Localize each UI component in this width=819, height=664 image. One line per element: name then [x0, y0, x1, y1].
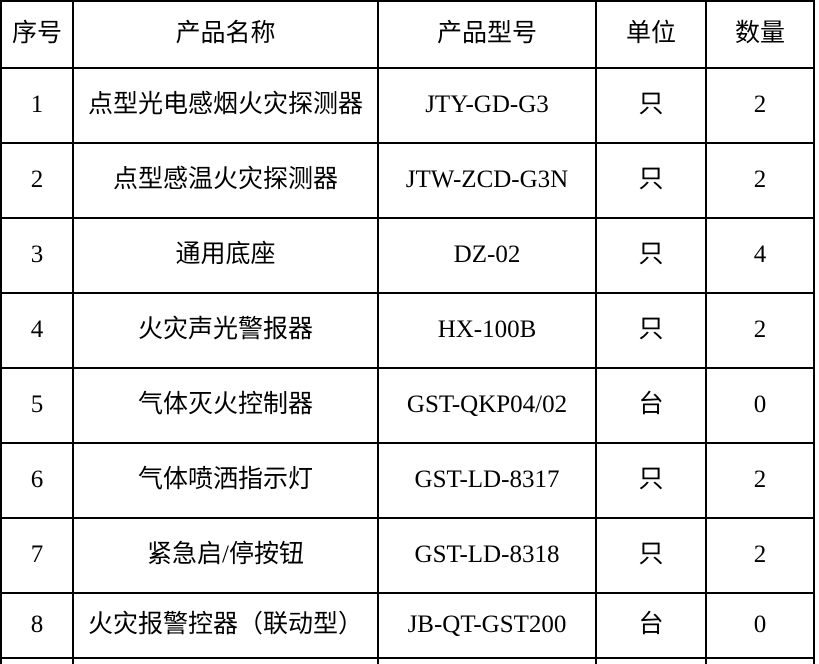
table-row: 3 通用底座 DZ-02 只 4	[0, 217, 815, 294]
quantity-cell: 0	[705, 592, 815, 659]
product-model-cell: DZ-02	[377, 217, 597, 294]
table-row: 7 紧急启/停按钮 GST-LD-8318 只 2	[0, 517, 815, 594]
serial-cell: 2	[0, 142, 74, 219]
serial-cell: 6	[0, 442, 74, 519]
col-header-qty: 数量	[705, 0, 815, 69]
product-name-cell	[72, 657, 379, 664]
table-row: 1 点型光电感烟火灾探测器 JTY-GD-G3 只 2	[0, 67, 815, 144]
product-model-cell: JB-QT-GST200	[377, 592, 597, 659]
serial-cell: 3	[0, 217, 74, 294]
quantity-cell: 0	[705, 367, 815, 444]
unit-cell	[595, 657, 707, 664]
quantity-cell: 2	[705, 517, 815, 594]
serial-cell: 4	[0, 292, 74, 369]
table-row: 2 点型感温火灾探测器 JTW-ZCD-G3N 只 2	[0, 142, 815, 219]
serial-cell: 7	[0, 517, 74, 594]
table-row-partial	[0, 657, 815, 664]
product-name-cell: 紧急启/停按钮	[72, 517, 379, 594]
product-name-cell: 气体灭火控制器	[72, 367, 379, 444]
table-row: 8 火灾报警控器（联动型） JB-QT-GST200 台 0	[0, 592, 815, 659]
product-name-cell: 通用底座	[72, 217, 379, 294]
serial-cell	[0, 657, 74, 664]
unit-cell: 只	[595, 67, 707, 144]
unit-cell: 只	[595, 292, 707, 369]
serial-cell: 5	[0, 367, 74, 444]
quantity-cell: 2	[705, 142, 815, 219]
unit-cell: 只	[595, 517, 707, 594]
unit-cell: 台	[595, 367, 707, 444]
product-model-cell: HX-100B	[377, 292, 597, 369]
quantity-cell: 2	[705, 442, 815, 519]
col-header-unit: 单位	[595, 0, 707, 69]
product-name-cell: 火灾声光警报器	[72, 292, 379, 369]
quantity-cell: 2	[705, 67, 815, 144]
product-model-cell	[377, 657, 597, 664]
table-row: 6 气体喷洒指示灯 GST-LD-8317 只 2	[0, 442, 815, 519]
col-header-name: 产品名称	[72, 0, 379, 69]
product-model-cell: JTW-ZCD-G3N	[377, 142, 597, 219]
quantity-cell: 4	[705, 217, 815, 294]
table-row: 5 气体灭火控制器 GST-QKP04/02 台 0	[0, 367, 815, 444]
product-model-cell: GST-QKP04/02	[377, 367, 597, 444]
serial-cell: 8	[0, 592, 74, 659]
unit-cell: 台	[595, 592, 707, 659]
product-model-cell: GST-LD-8317	[377, 442, 597, 519]
unit-cell: 只	[595, 217, 707, 294]
product-model-cell: JTY-GD-G3	[377, 67, 597, 144]
product-name-cell: 点型感温火灾探测器	[72, 142, 379, 219]
unit-cell: 只	[595, 442, 707, 519]
table-row: 4 火灾声光警报器 HX-100B 只 2	[0, 292, 815, 369]
product-model-cell: GST-LD-8318	[377, 517, 597, 594]
table-header-row: 序号 产品名称 产品型号 单位 数量	[0, 0, 815, 69]
quantity-cell	[705, 657, 815, 664]
product-name-cell: 点型光电感烟火灾探测器	[72, 67, 379, 144]
col-header-model: 产品型号	[377, 0, 597, 69]
product-name-cell: 气体喷洒指示灯	[72, 442, 379, 519]
product-name-cell: 火灾报警控器（联动型）	[72, 592, 379, 659]
quantity-cell: 2	[705, 292, 815, 369]
unit-cell: 只	[595, 142, 707, 219]
serial-cell: 1	[0, 67, 74, 144]
col-header-serial: 序号	[0, 0, 74, 69]
